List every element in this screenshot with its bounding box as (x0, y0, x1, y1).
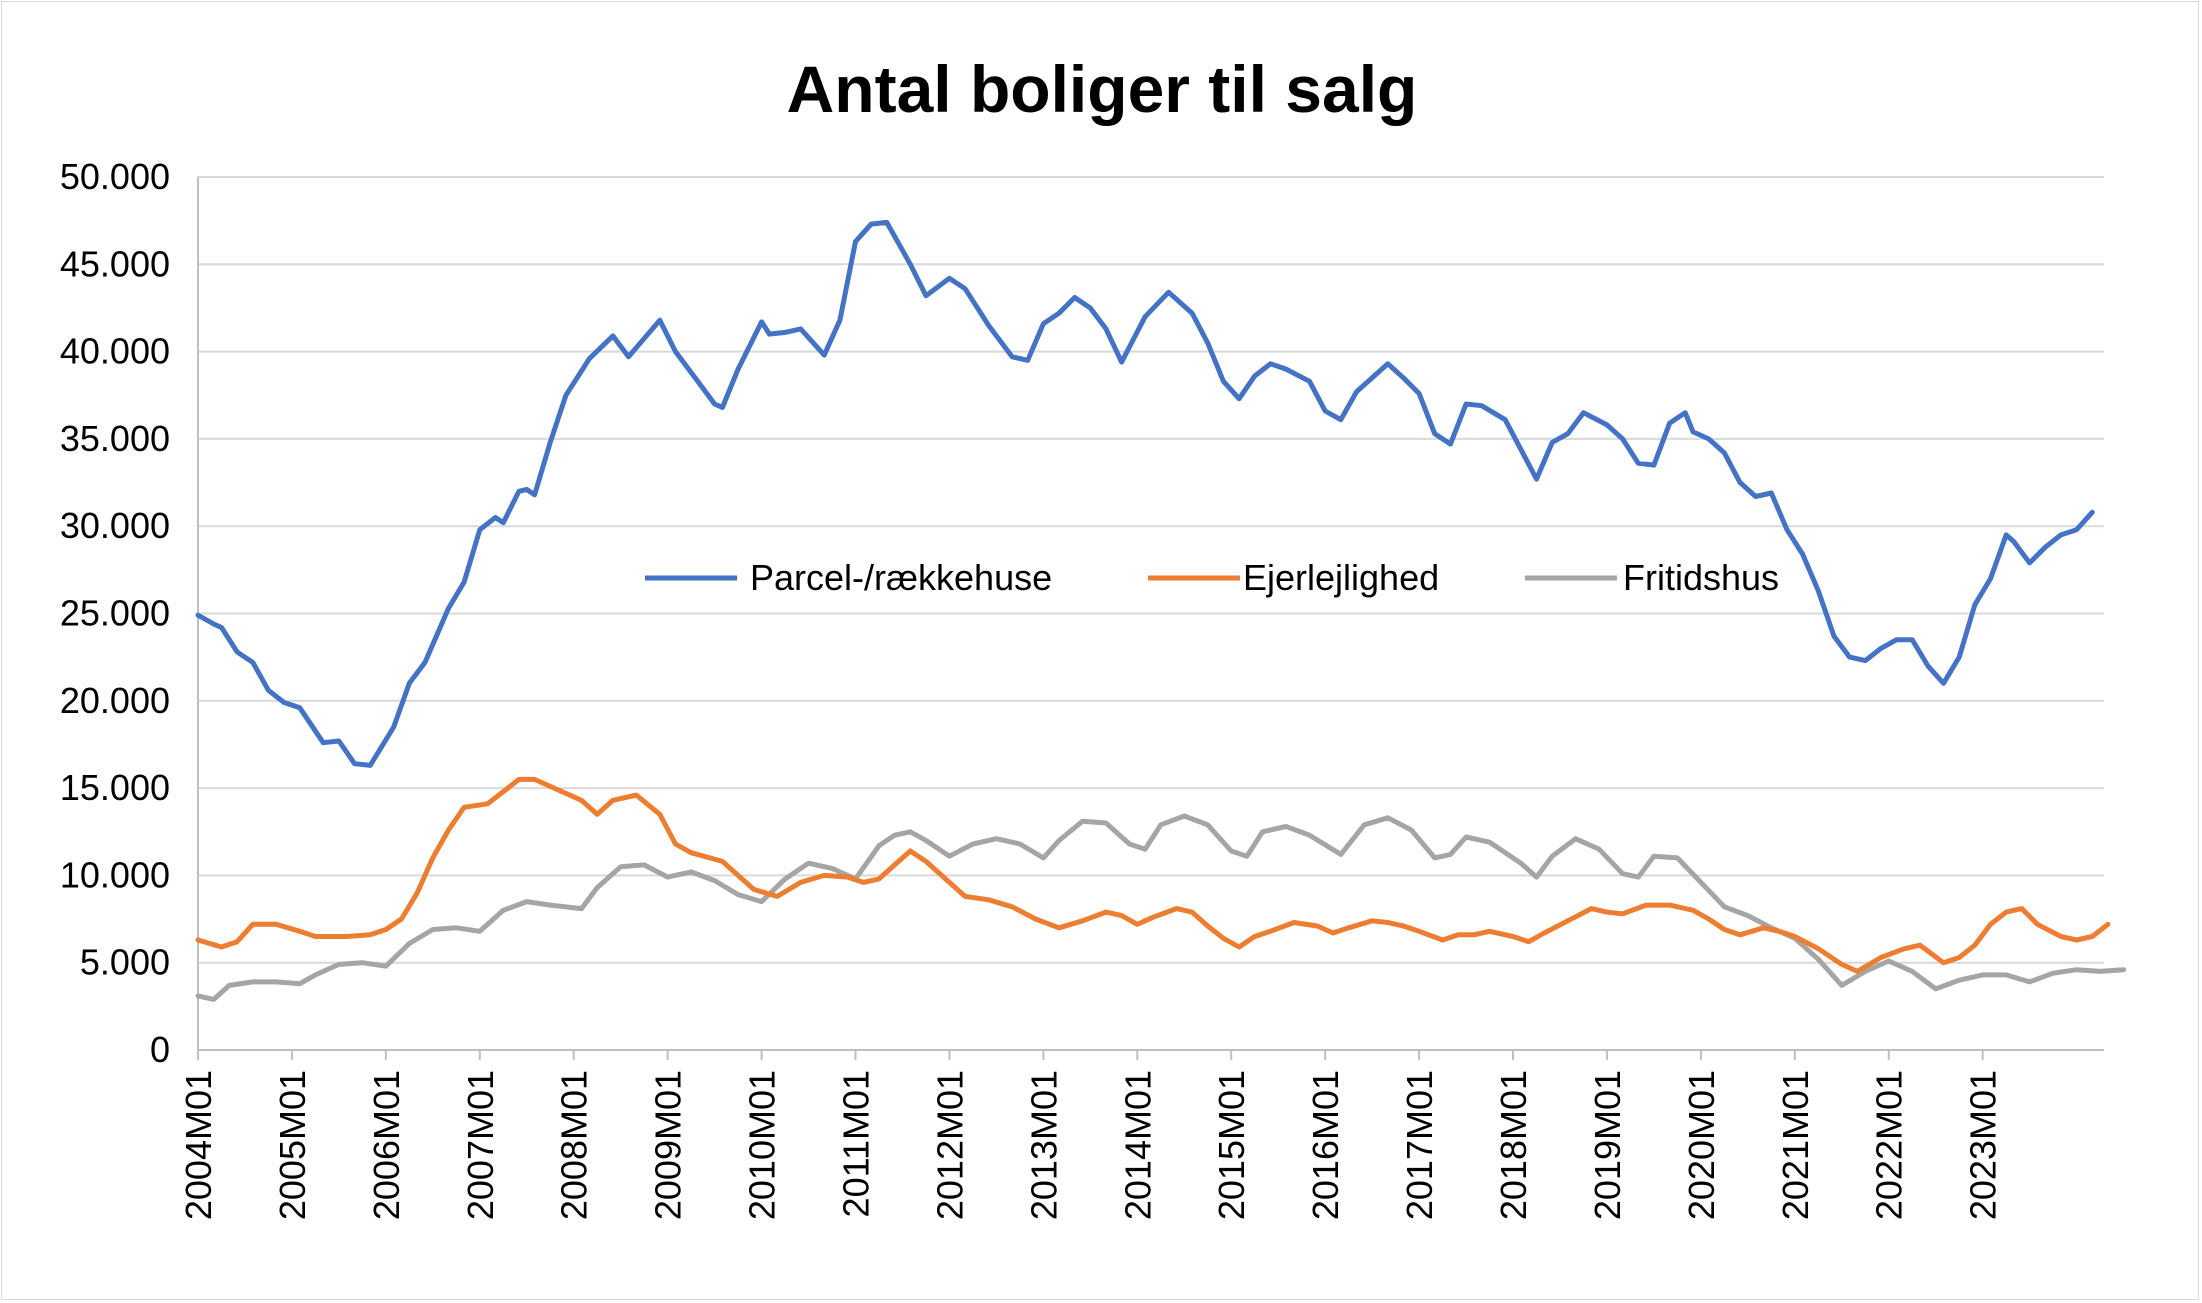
x-tick-label: 2015M01 (1211, 1070, 1252, 1220)
x-tick-label: 2023M01 (1963, 1070, 2004, 1220)
x-tick-label: 2013M01 (1023, 1070, 1064, 1220)
x-tick-label: 2019M01 (1587, 1070, 1628, 1220)
y-tick-label: 10.000 (60, 854, 170, 895)
series-line-fritidshus (195, 813, 2127, 1002)
gridlines (198, 176, 2104, 964)
y-tick-label: 0 (150, 1029, 170, 1070)
x-tick-label: 2020M01 (1681, 1070, 1722, 1220)
x-tick-label: 2008M01 (554, 1070, 595, 1220)
x-tick-label: 2009M01 (648, 1070, 689, 1220)
y-tick-label: 5.000 (80, 942, 170, 983)
chart-title: Antal boliger til salg (787, 52, 1418, 126)
x-tick-label: 2017M01 (1399, 1070, 1440, 1220)
legend: Parcel-/rækkehuse Ejerlejlighed Fritidshus (645, 557, 1779, 598)
x-tick-label: 2018M01 (1493, 1070, 1534, 1220)
legend-label: Parcel-/rækkehuse (750, 557, 1052, 598)
legend-label: Ejerlejlighed (1243, 557, 1439, 598)
x-tick-label: 2006M01 (366, 1070, 407, 1220)
x-tick-labels: 2004M01 2005M01 2006M01 2007M01 2008M01 2009M… (178, 1070, 2004, 1220)
y-tick-label: 45.000 (60, 243, 170, 284)
x-tick-label: 2005M01 (272, 1070, 313, 1220)
x-tick-label: 2021M01 (1775, 1070, 1816, 1220)
x-tick-label: 2004M01 (178, 1070, 219, 1220)
series-lines (195, 219, 2127, 1002)
x-tick-label: 2012M01 (929, 1070, 970, 1220)
y-tick-label: 25.000 (60, 593, 170, 634)
x-tick-label: 2010M01 (742, 1070, 783, 1220)
y-tick-label: 40.000 (60, 331, 170, 372)
x-tick-label: 2007M01 (460, 1070, 501, 1220)
x-tick-label: 2014M01 (1117, 1070, 1158, 1220)
y-tick-label: 35.000 (60, 418, 170, 459)
series-line-parcel-rækkehuse (195, 219, 2095, 768)
y-tick-label: 15.000 (60, 767, 170, 808)
x-tick-label: 2022M01 (1869, 1070, 1910, 1220)
y-tick-label: 50.000 (60, 156, 170, 197)
x-tick-label: 2016M01 (1305, 1070, 1346, 1220)
y-tick-labels: 0 5.000 10.000 15.000 20.000 25.000 30.000 35.0… (60, 156, 170, 1070)
y-tick-label: 30.000 (60, 505, 170, 546)
y-tick-label: 20.000 (60, 680, 170, 721)
x-tick-label: 2011M01 (836, 1070, 877, 1217)
legend-label: Fritidshus (1623, 557, 1779, 598)
series-line-ejerlejlighed (195, 776, 2111, 974)
